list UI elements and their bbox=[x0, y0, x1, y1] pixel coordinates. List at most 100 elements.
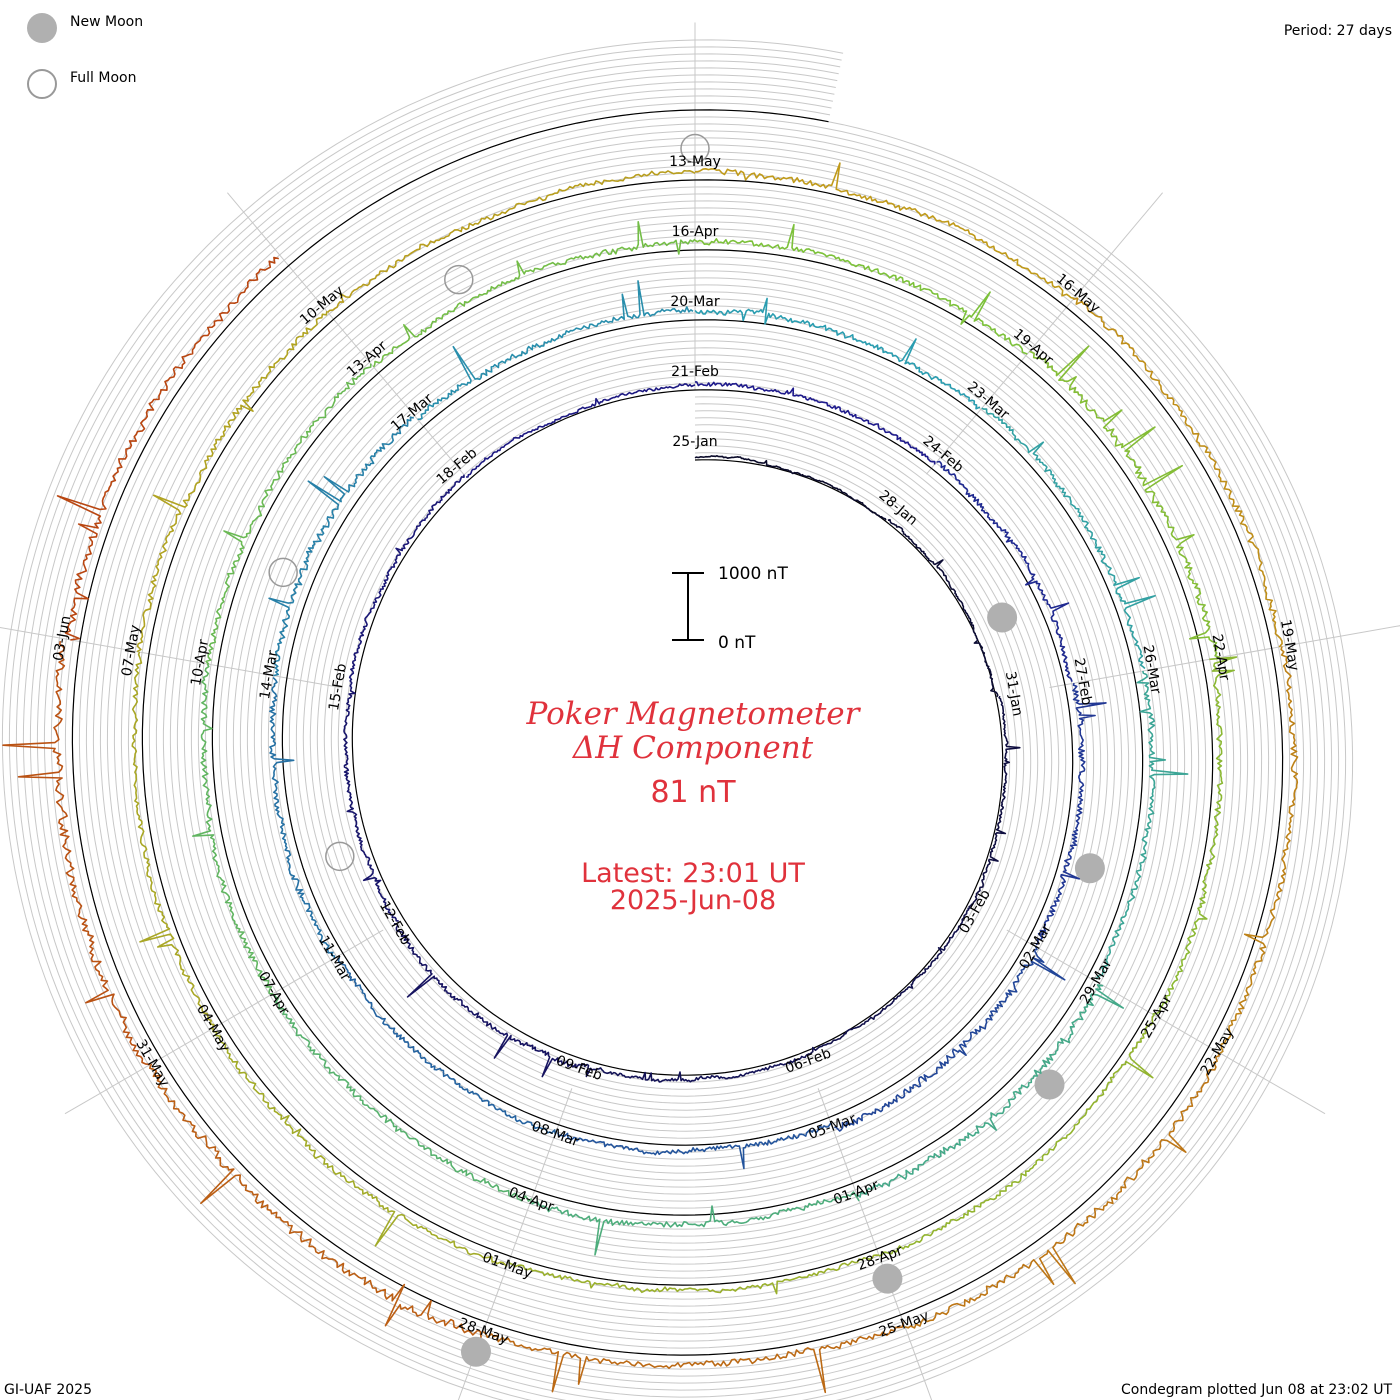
latest-time: Latest: 23:01 UT bbox=[581, 858, 805, 889]
date-label: 26-Mar bbox=[1139, 644, 1163, 696]
new-moon-label: New Moon bbox=[70, 14, 144, 30]
trace-segment-30 bbox=[878, 1014, 1155, 1257]
trace-segment-26 bbox=[372, 221, 696, 368]
trace-segment-3 bbox=[805, 907, 970, 1057]
date-label: 25-Jan bbox=[672, 434, 717, 450]
trace-segment-25 bbox=[205, 363, 372, 665]
full-moon-marker bbox=[325, 841, 355, 872]
latest-date: 2025-Jun-08 bbox=[609, 885, 777, 916]
full-moon-label: Full Moon bbox=[70, 70, 137, 86]
trace-segment-19 bbox=[981, 407, 1156, 670]
radial-grid-line bbox=[226, 192, 464, 475]
trace-segment-17 bbox=[417, 280, 694, 421]
trace-segment-1 bbox=[887, 519, 999, 698]
trace-segment-18 bbox=[694, 297, 981, 410]
new-moon-marker bbox=[1074, 853, 1105, 884]
trace-segment-21 bbox=[856, 984, 1124, 1198]
full-moon-marker bbox=[680, 133, 710, 164]
radial-grid-line bbox=[817, 1088, 933, 1400]
grid-spiral-3 bbox=[50, 88, 1305, 1377]
trace-segment-15 bbox=[269, 677, 336, 959]
trace-segment-35 bbox=[327, 169, 696, 313]
radial-grid-line bbox=[1049, 625, 1400, 688]
trace-segment-31 bbox=[508, 1254, 879, 1295]
radial-grid-line bbox=[926, 192, 1164, 475]
trace-segment-20 bbox=[1095, 670, 1189, 980]
trace-segment-39 bbox=[904, 1051, 1220, 1329]
trace-segment-2 bbox=[968, 695, 1021, 910]
date-label: 31-May bbox=[132, 1037, 172, 1090]
full-moon-marker bbox=[444, 264, 474, 295]
new-moon-marker bbox=[987, 602, 1018, 633]
trace-segment-36 bbox=[695, 162, 1075, 300]
reference-spiral-layer bbox=[71, 109, 1284, 1356]
date-label: 31-Jan bbox=[1002, 670, 1026, 717]
plotted-timestamp: Condegram plotted Jun 08 at 23:02 UT bbox=[1121, 1382, 1392, 1398]
trace-segment-40 bbox=[482, 1322, 905, 1394]
full-moon-icon bbox=[27, 69, 57, 99]
full-moon-marker bbox=[268, 557, 298, 588]
period-label: Period: 27 days bbox=[1283, 23, 1392, 39]
trace-segment-10 bbox=[936, 460, 1073, 682]
credit-label: GI-UAF 2025 bbox=[4, 1382, 92, 1398]
date-label: 20-Mar bbox=[670, 294, 720, 310]
trace-segment-27 bbox=[694, 223, 1028, 355]
trace-segment-24 bbox=[192, 663, 273, 995]
trace-segment-34 bbox=[136, 311, 328, 653]
date-label: 21-Feb bbox=[671, 364, 719, 380]
radial-grid-line bbox=[0, 626, 341, 688]
trace-segment-22 bbox=[530, 1191, 860, 1256]
trace-segment-28 bbox=[1029, 345, 1221, 659]
trace-segment-33 bbox=[131, 651, 215, 1030]
trace-segment-37 bbox=[1073, 297, 1283, 648]
grid-layer bbox=[0, 22, 1400, 1400]
grid-spiral-4 bbox=[43, 81, 1312, 1384]
trace-segment-11 bbox=[1035, 682, 1107, 946]
scale-bar-top-label: 1000 nT bbox=[718, 564, 788, 584]
trace-segment-7 bbox=[348, 474, 465, 690]
trace-segment-29 bbox=[1152, 656, 1238, 1015]
date-label: 04-May bbox=[193, 1002, 233, 1055]
trace-segment-12 bbox=[834, 946, 1066, 1132]
trace-segment-13 bbox=[557, 1122, 832, 1170]
new-moon-icon bbox=[27, 13, 57, 43]
moon-markers-layer bbox=[268, 133, 1105, 1367]
grid-spiral-2 bbox=[57, 95, 1298, 1370]
trace-segment-42 bbox=[2, 640, 151, 1066]
trace-segment-43 bbox=[56, 256, 279, 641]
new-moon-marker bbox=[460, 1336, 491, 1367]
trace-segment-5 bbox=[393, 923, 581, 1078]
trace-layer bbox=[2, 162, 1299, 1394]
date-label: 22-May bbox=[1198, 1025, 1238, 1078]
trace-segment-41 bbox=[149, 1063, 482, 1338]
date-label: 03-Jun bbox=[51, 615, 75, 663]
radial-grid-line bbox=[1006, 929, 1326, 1115]
trace-segment-9 bbox=[695, 381, 936, 465]
trace-segment-23 bbox=[271, 993, 533, 1202]
trace-segment-14 bbox=[337, 957, 556, 1135]
trace-segment-6 bbox=[343, 689, 399, 922]
grid-spiral-1 bbox=[64, 102, 1291, 1363]
grid-spiral-6 bbox=[29, 67, 1326, 1398]
radial-grid-line bbox=[64, 929, 384, 1115]
trace-segment-38 bbox=[1219, 646, 1299, 1054]
new-moon-marker bbox=[872, 1263, 903, 1294]
current-value: 81 nT bbox=[650, 775, 736, 810]
trace-segment-0 bbox=[694, 455, 887, 521]
trace-segment-4 bbox=[580, 1055, 807, 1083]
grid-spiral-9 bbox=[8, 46, 1347, 1400]
scale-bar: 1000 nT 0 nT bbox=[672, 564, 788, 653]
grid-spiral-5 bbox=[36, 74, 1319, 1391]
chart-title: Poker Magnetometer bbox=[526, 696, 860, 732]
new-moon-marker bbox=[1034, 1069, 1065, 1100]
date-label: 11-Mar bbox=[315, 933, 354, 984]
grid-spiral-8 bbox=[15, 53, 1340, 1400]
grid-spiral-7 bbox=[22, 60, 1333, 1400]
date-label: 25-Apr bbox=[1138, 992, 1175, 1041]
date-label: 16-Apr bbox=[672, 224, 719, 240]
trace-segment-32 bbox=[212, 1028, 508, 1267]
scale-bar-bottom-label: 0 nT bbox=[718, 633, 756, 653]
radial-grid-line bbox=[457, 1088, 573, 1400]
chart-subtitle: ΔH Component bbox=[572, 730, 814, 766]
